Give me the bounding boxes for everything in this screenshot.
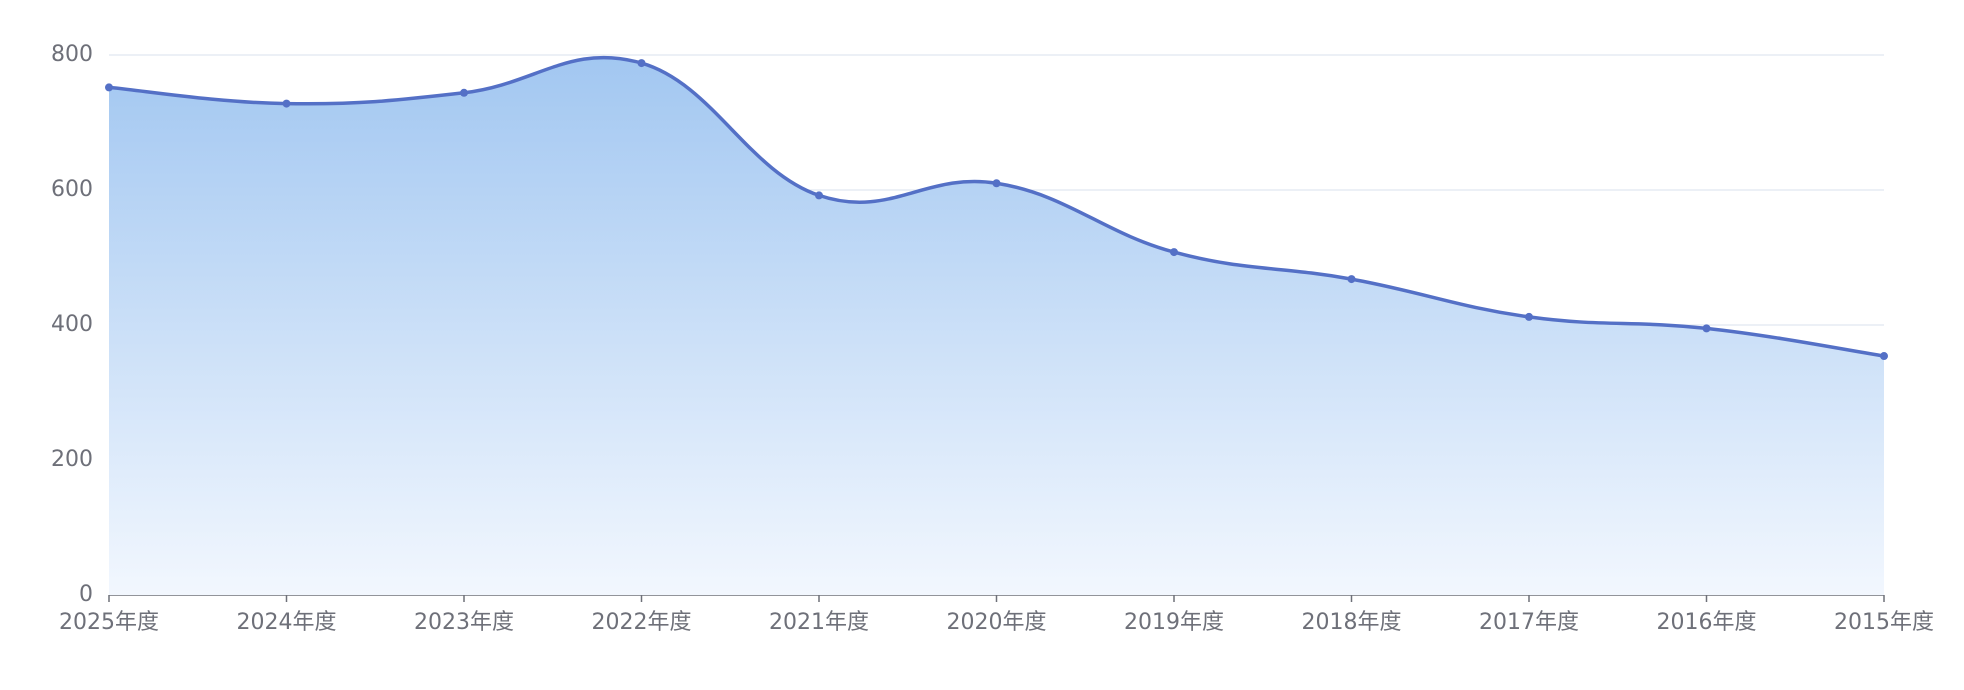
x-tick-label: 2022年度: [592, 610, 692, 635]
point: [282, 99, 291, 108]
x-tick-label: 2025年度: [59, 610, 159, 635]
x-tick-label: 2024年度: [237, 610, 337, 635]
x-tick-label: 2019年度: [1124, 610, 1224, 635]
y-tick-label: 0: [79, 582, 93, 607]
x-tick-label: 2021年度: [769, 610, 869, 635]
line: [108, 55, 1885, 358]
point: [460, 88, 468, 97]
y-tick-label: 400: [51, 312, 93, 337]
point: [637, 59, 646, 68]
x-tick-label: 2020年度: [947, 610, 1047, 635]
y-tick-label: 800: [51, 42, 93, 67]
point: [1880, 352, 1888, 361]
point: [1702, 324, 1711, 333]
x-tick-label: 2023年度: [414, 610, 514, 635]
point: [815, 191, 823, 200]
point: [105, 83, 113, 92]
x-tick-label: 2016年度: [1657, 610, 1757, 635]
point: [992, 179, 1001, 188]
x-tick-label: 2015年度: [1834, 610, 1934, 635]
area: [109, 57, 1884, 595]
point: [1525, 312, 1533, 321]
x-tick-label: 2018年度: [1302, 610, 1402, 635]
x-tick-label: 2017年度: [1479, 610, 1579, 635]
point: [1347, 275, 1356, 284]
point: [1170, 248, 1178, 257]
y-tick-label: 200: [51, 447, 93, 472]
y-tick-label: 600: [51, 177, 93, 202]
